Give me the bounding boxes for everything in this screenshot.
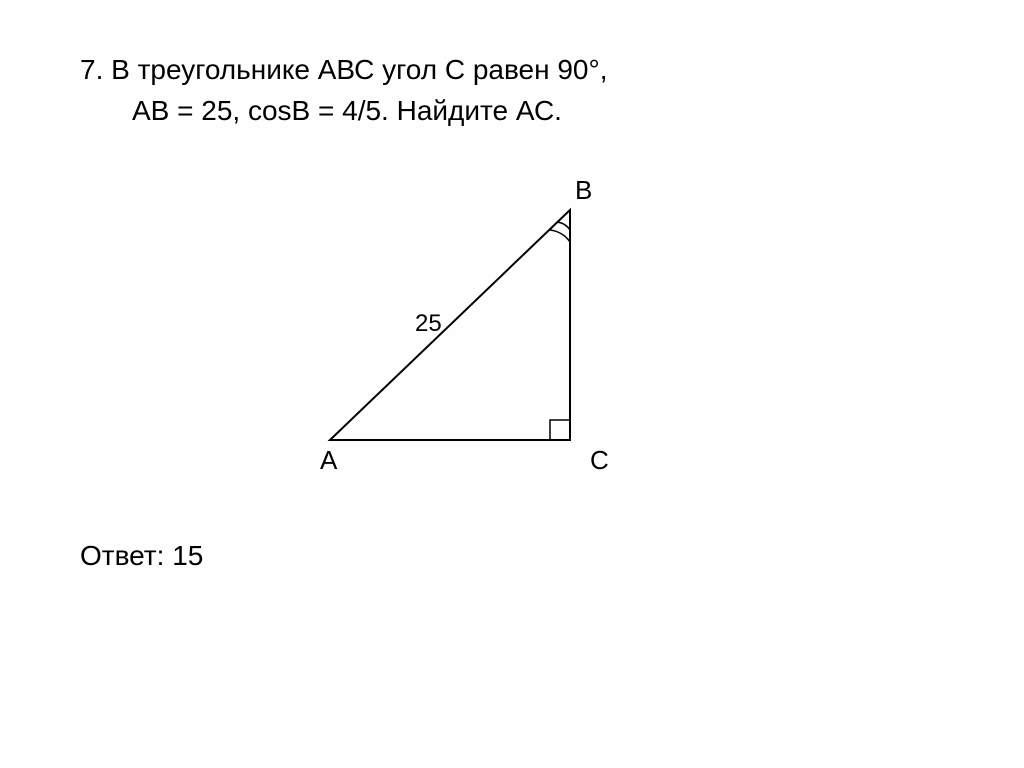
triangle-svg [200,150,700,500]
right-angle-marker [550,420,570,440]
angle-arc-1 [557,222,570,230]
problem-line1: 7. В треугольнике АВС угол С равен 90°, [80,50,944,89]
problem-number: 7. [80,54,103,85]
triangle-shape [330,210,570,440]
vertex-b-label: B [575,175,592,206]
problem-line2: АВ = 25, cosB = 4/5. Найдите АС. [80,91,944,130]
vertex-c-label: C [590,445,609,476]
side-ab-label: 25 [415,310,442,338]
triangle-diagram: A B C 25 [200,150,700,500]
vertex-a-label: A [320,445,337,476]
angle-arc-2 [550,230,570,242]
answer-text: Ответ: 15 [80,540,944,572]
problem-text-1: В треугольнике АВС угол С равен 90°, [111,54,607,85]
